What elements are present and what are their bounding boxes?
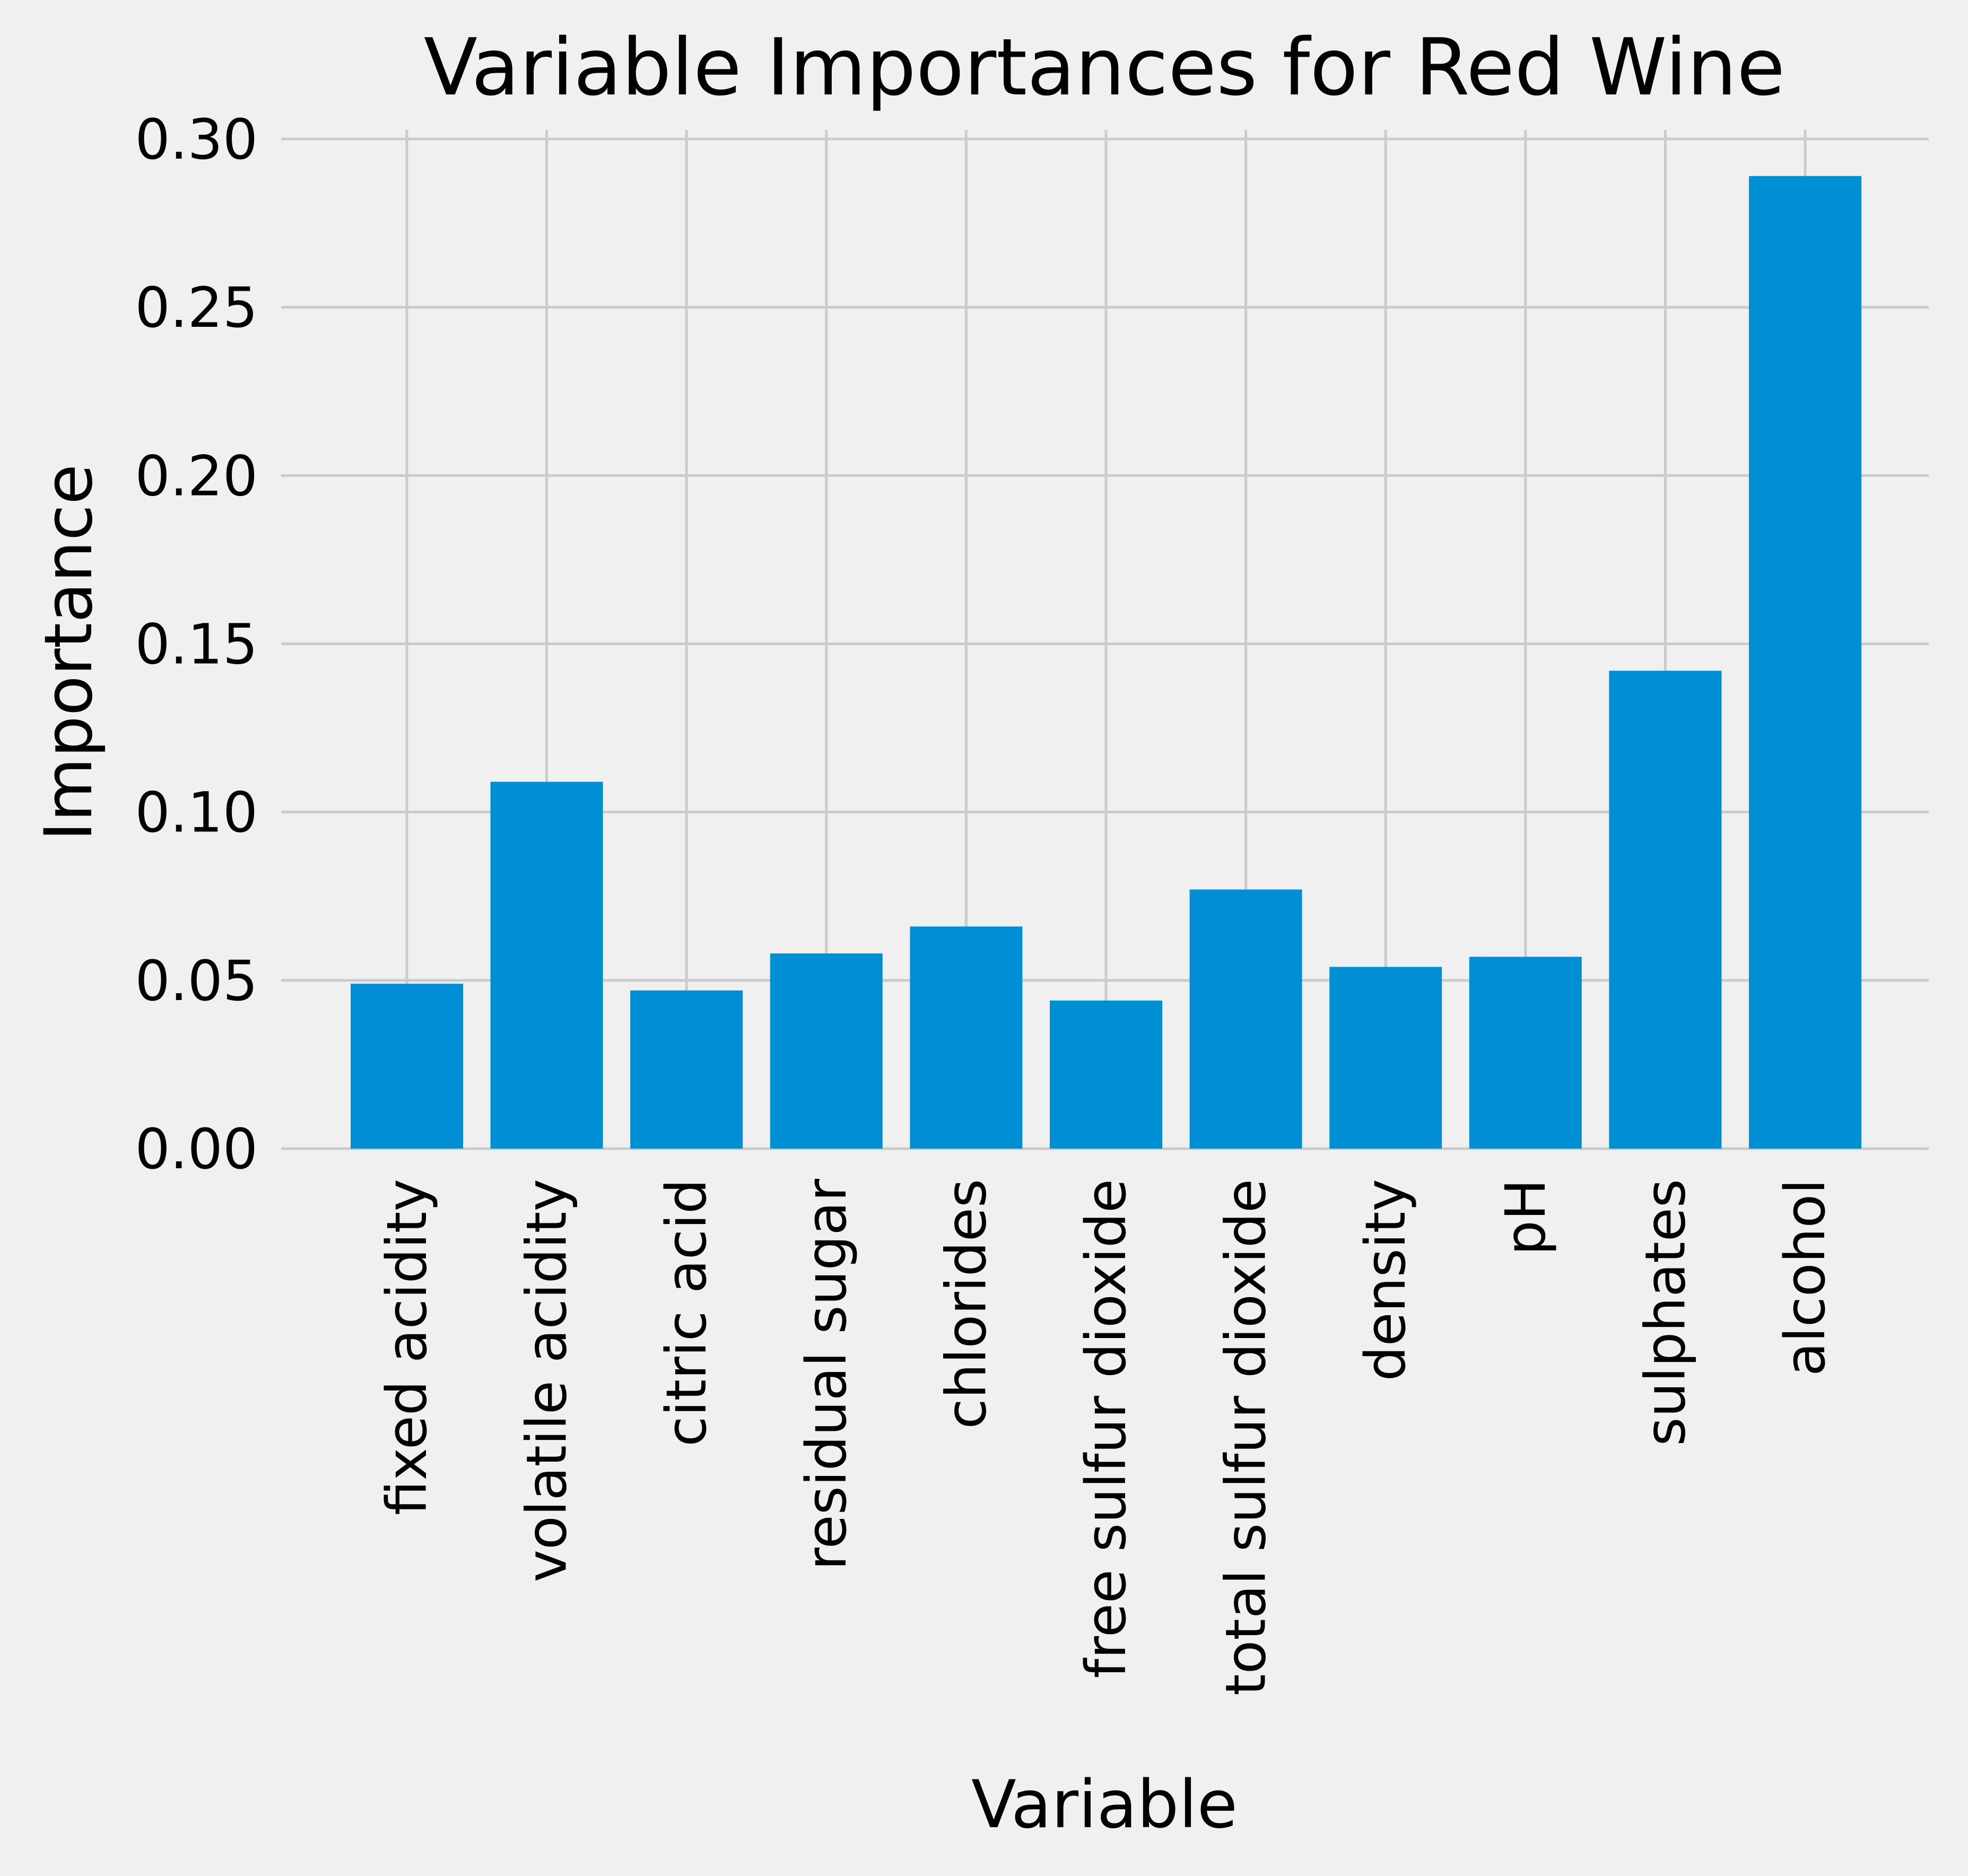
x-tick-label: citric acid <box>654 1179 719 1447</box>
bars <box>351 176 1861 1149</box>
x-tick-label: fixed acidity <box>375 1179 439 1515</box>
x-axis-label: Variable <box>971 1767 1238 1843</box>
y-tick-label: 0.15 <box>135 612 258 677</box>
bar <box>490 781 603 1149</box>
x-tick-label: total sulfur dioxide <box>1214 1179 1278 1696</box>
y-tick-label: 0.05 <box>135 949 258 1013</box>
bar <box>770 953 883 1149</box>
bar <box>1749 176 1861 1149</box>
x-tick-labels: fixed acidity volatile acidity citric acid… <box>375 1179 1838 1696</box>
x-tick-label: residual sugar <box>794 1179 859 1570</box>
chart-title: Variable Importances for Red Wine <box>424 22 1785 113</box>
x-tick-label: pH <box>1493 1179 1558 1255</box>
y-tick-label: 0.20 <box>135 444 258 508</box>
x-tick-label: alcohol <box>1773 1179 1838 1376</box>
y-tick-label: 0.00 <box>135 1117 258 1182</box>
y-tick-label: 0.10 <box>135 780 258 845</box>
bar <box>1050 1000 1162 1149</box>
x-tick-label: volatile acidity <box>515 1179 579 1582</box>
x-tick-label: chlorides <box>934 1179 998 1429</box>
bar <box>351 984 463 1149</box>
bar <box>630 990 743 1149</box>
bar <box>1329 967 1442 1149</box>
bar <box>1189 889 1302 1149</box>
y-tick-label: 0.30 <box>135 107 258 172</box>
x-tick-label: density <box>1353 1179 1418 1381</box>
bar <box>910 926 1023 1149</box>
bar <box>1469 957 1582 1149</box>
y-axis-label: Importance <box>31 464 107 841</box>
y-tick-labels: 0.00 0.05 0.10 0.15 0.20 0.25 0.30 <box>135 107 258 1182</box>
bar <box>1609 671 1722 1149</box>
x-tick-label: free sulfur dioxide <box>1074 1179 1138 1678</box>
y-tick-label: 0.25 <box>135 275 258 340</box>
x-tick-label: sulphates <box>1633 1179 1697 1446</box>
